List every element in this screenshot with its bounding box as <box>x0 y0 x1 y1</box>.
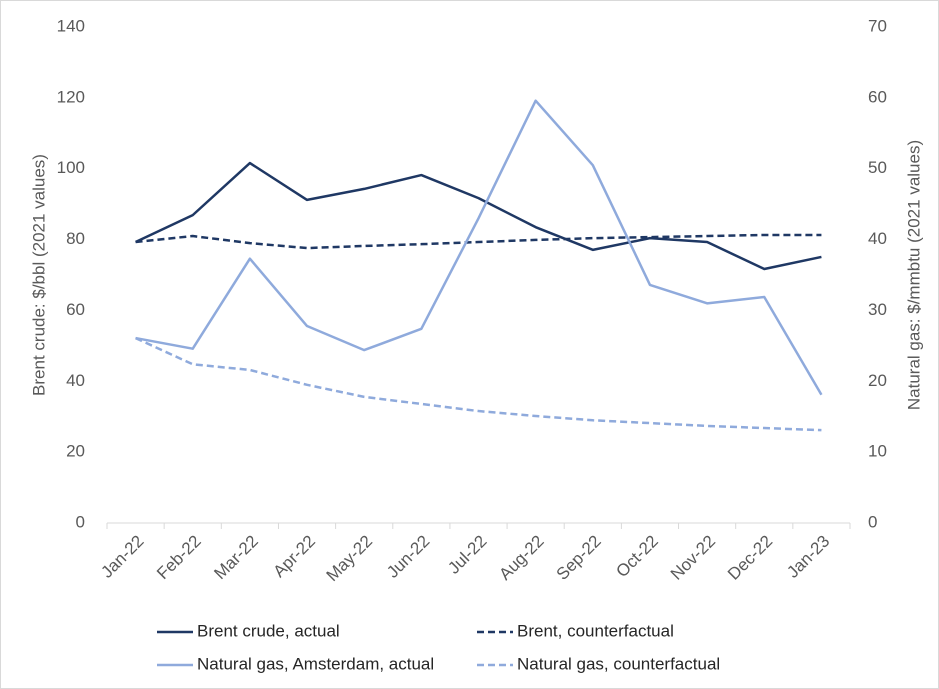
y-tick-label: 40 <box>66 371 85 390</box>
series-line <box>135 233 822 250</box>
y2-tick-label: 20 <box>868 371 887 390</box>
y-axis-title: Brent crude: $/bbl (2021 values) <box>29 154 48 396</box>
y2-tick-label: 0 <box>868 512 877 531</box>
y2-axis-title: Natural gas: $/mmbtu (2021 values) <box>904 140 923 410</box>
y2-tick-label: 70 <box>868 16 887 35</box>
y-tick-label: 120 <box>57 87 85 106</box>
y2-tick-label: 40 <box>868 229 887 248</box>
y2-tick-label: 60 <box>868 87 887 106</box>
y2-tick-label: 30 <box>868 300 887 319</box>
series-line <box>135 336 822 432</box>
y-tick-label: 80 <box>66 229 85 248</box>
legend-label: Natural gas, counterfactual <box>517 654 720 673</box>
series-line <box>135 161 822 271</box>
legend-label: Brent crude, actual <box>197 621 340 640</box>
y-tick-label: 100 <box>57 158 85 177</box>
y2-tick-label: 50 <box>868 158 887 177</box>
y-tick-label: 60 <box>66 300 85 319</box>
legend-label: Brent, counterfactual <box>517 621 674 640</box>
y-tick-label: 20 <box>66 442 85 461</box>
y2-tick-label: 10 <box>868 442 887 461</box>
y-tick-label: 140 <box>57 16 85 35</box>
y-tick-label: 0 <box>76 512 85 531</box>
legend-label: Natural gas, Amsterdam, actual <box>197 654 434 673</box>
series-line <box>135 99 823 396</box>
